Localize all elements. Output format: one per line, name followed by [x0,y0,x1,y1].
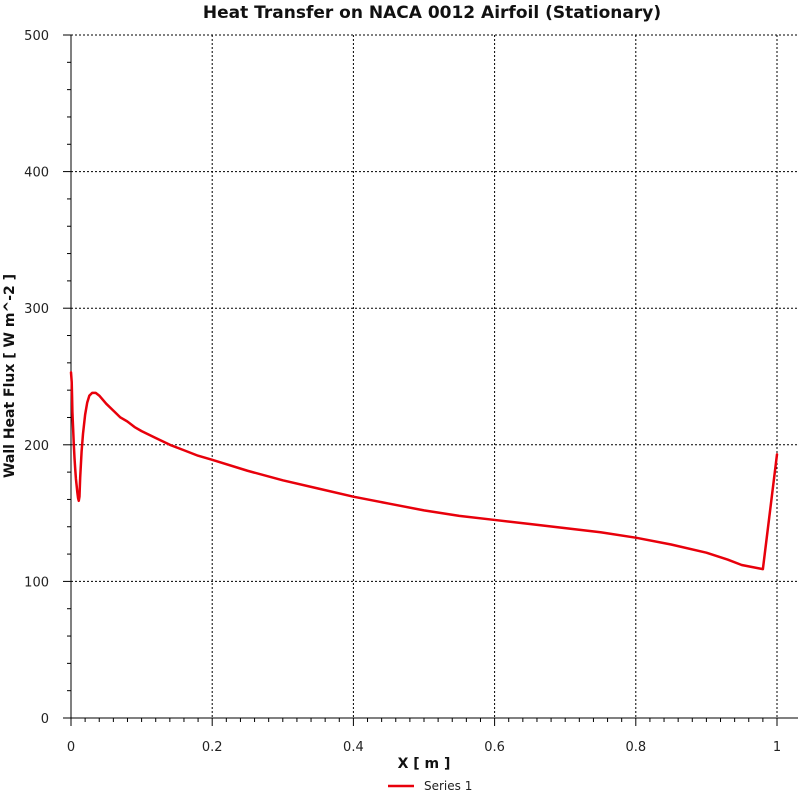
x-tick-label: 0.2 [202,740,223,755]
grid [71,34,798,718]
x-tick-label: 0.4 [343,740,364,755]
y-axis-label: Wall Heat Flux [ W m^-2 ] [2,274,18,478]
y-tick-label: 300 [24,302,49,317]
y-tick-label: 400 [24,166,49,181]
y-tick-label: 100 [24,575,49,590]
x-tick-label: 0.6 [484,740,505,755]
y-tick-label: 200 [24,439,49,454]
y-tick-label: 0 [41,712,49,727]
legend: Series 1 [388,779,472,793]
x-tick-label: 0 [67,740,75,755]
ticks: 0 100 200 300 400 500 0 0.2 0.4 0.6 0.8 1 [24,29,781,755]
x-tick-label: 0.8 [625,740,646,755]
x-axis-label: X [ m ] [398,756,451,772]
axes [63,35,798,724]
y-tick-label: 500 [24,29,49,44]
chart-title: Heat Transfer on NACA 0012 Airfoil (Stat… [203,3,661,23]
x-tick-label: 1 [773,740,781,755]
legend-label-series-1: Series 1 [424,779,472,793]
series-line-1 [69,371,779,571]
series-layer [69,371,779,571]
